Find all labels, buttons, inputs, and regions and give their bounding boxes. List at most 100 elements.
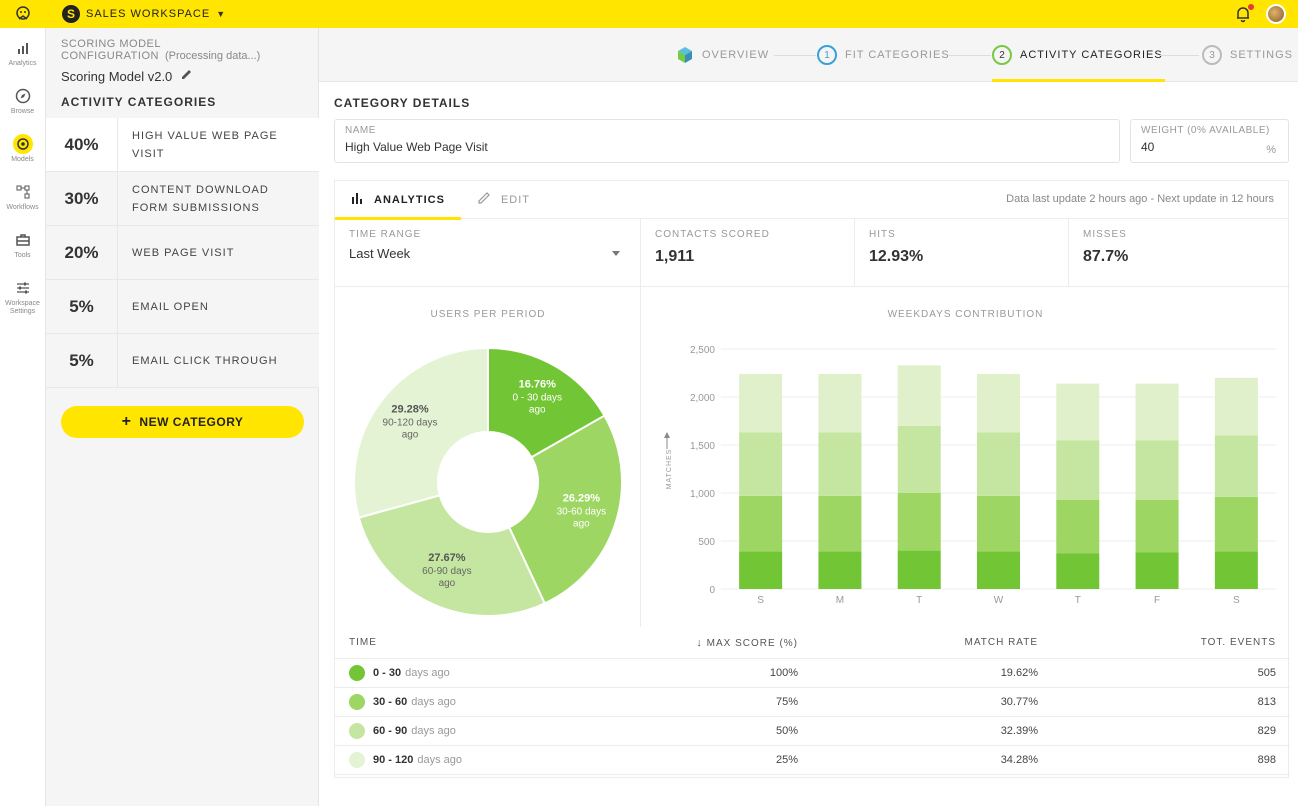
bar-segment[interactable] [739, 551, 783, 589]
rail-item-tools[interactable]: Tools [0, 230, 45, 268]
step-settings[interactable]: 3 SETTINGS [1202, 28, 1293, 82]
bar-segment[interactable] [1135, 440, 1179, 500]
rail-label: Browse [10, 108, 35, 115]
workspace-switcher[interactable]: S SALES WORKSPACE ▼ [62, 5, 225, 23]
table-header: TIME ↓ MAX SCORE (%) MATCH RATE TOT. EVE… [335, 627, 1290, 659]
column-header[interactable]: MATCH RATE [964, 637, 1038, 648]
step-label: FIT CATEGORIES [845, 49, 950, 61]
name-field[interactable]: NAME High Value Web Page Visit [334, 119, 1120, 163]
workspace-name: SALES WORKSPACE [86, 8, 211, 20]
category-item[interactable]: 40% HIGH VALUE WEB PAGE VISIT [46, 117, 319, 172]
bar-segment[interactable] [818, 551, 862, 589]
table-row[interactable]: 60 - 90 days ago 50% 32.39% 829 [335, 717, 1290, 746]
bar-segment[interactable] [739, 432, 783, 496]
bar-segment[interactable] [897, 365, 941, 426]
wizard-stepper: OVERVIEW 1 FIT CATEGORIES 2 ACTIVITY CAT… [319, 28, 1298, 82]
time-cell: 30 - 60 days ago [335, 694, 635, 710]
tab-edit[interactable]: EDIT [461, 181, 546, 219]
metric-label: CONTACTS SCORED [655, 229, 770, 240]
step-activity-categories[interactable]: 2 ACTIVITY CATEGORIES [992, 28, 1165, 82]
bar-chart-icon [351, 192, 364, 207]
sidebar-header: SCORING MODEL CONFIGURATION (Processing d… [46, 28, 318, 118]
period-swatch [349, 665, 365, 681]
bar-segment[interactable] [977, 432, 1020, 496]
match-rate-cell: 34.28% [1000, 754, 1038, 766]
bar-segment[interactable] [977, 495, 1020, 552]
weight-field[interactable]: WEIGHT (0% AVAILABLE) 40 % [1130, 119, 1289, 163]
category-item[interactable]: 5% EMAIL OPEN [46, 279, 319, 334]
step-connector [1159, 55, 1199, 56]
total-events-cell: 898 [1257, 754, 1276, 766]
rail-item-browse[interactable]: Browse [0, 86, 45, 124]
user-avatar[interactable] [1266, 4, 1286, 24]
weight-label: WEIGHT (0% AVAILABLE) [1141, 125, 1270, 136]
bar-segment[interactable] [739, 495, 783, 552]
models-icon [12, 134, 33, 154]
bar-segment[interactable] [1056, 499, 1100, 554]
bar-segment[interactable] [1135, 552, 1179, 589]
notification-bell-icon[interactable] [1234, 4, 1254, 23]
match-rate-cell: 32.39% [1000, 725, 1038, 737]
metric-value: 87.7% [1083, 248, 1129, 265]
bar-segment[interactable] [897, 550, 941, 589]
x-tick-label: S [757, 595, 764, 606]
name-label: NAME [345, 125, 376, 136]
category-item[interactable]: 30% CONTENT DOWNLOAD FORM SUBMISSIONS [46, 171, 319, 226]
weekdays-contribution-chart: WEEKDAYS CONTRIBUTION 0 500 1,000 1,500 2,00… [641, 287, 1290, 627]
step-overview[interactable]: OVERVIEW [676, 28, 769, 82]
bar-segment[interactable] [1135, 499, 1179, 553]
bar-segment[interactable] [818, 373, 862, 433]
time-cell: 0 - 30 days ago [335, 665, 635, 681]
step-connector [774, 55, 816, 56]
table-row[interactable]: 0 - 30 days ago 100% 19.62% 505 [335, 659, 1290, 688]
table-row[interactable]: 90 - 120 days ago 25% 34.28% 898 [335, 746, 1290, 775]
column-header[interactable]: TOT. EVENTS [1200, 637, 1276, 648]
pie-slice[interactable] [507, 414, 623, 605]
bar-segment[interactable] [1056, 440, 1100, 500]
bar-segment[interactable] [897, 425, 941, 493]
rail-item-analytics[interactable]: Analytics [0, 38, 45, 76]
bar-segment[interactable] [818, 495, 862, 552]
rail-item-workspace-settings[interactable]: Workspace Settings [0, 278, 45, 316]
column-header-sorted[interactable]: ↓ MAX SCORE (%) [635, 637, 798, 649]
category-item[interactable]: 5% EMAIL CLICK THROUGH [46, 333, 319, 388]
bar-segment[interactable] [1214, 377, 1258, 436]
bar-segment[interactable] [977, 373, 1020, 433]
column-header[interactable]: TIME [349, 637, 377, 648]
bar-segment[interactable] [1214, 435, 1258, 497]
pie-slice[interactable] [353, 346, 489, 519]
bar-segment[interactable] [1135, 383, 1179, 441]
pie-slice[interactable] [357, 494, 547, 617]
bar-segment[interactable] [977, 551, 1020, 589]
bar-segment[interactable] [739, 373, 783, 433]
rail-item-models[interactable]: Models [0, 134, 45, 172]
new-category-button[interactable]: + NEW CATEGORY [61, 406, 304, 438]
slice-label-line: ago [439, 578, 456, 589]
max-score-cell: 50% [775, 725, 798, 737]
tab-analytics[interactable]: ANALYTICS [335, 181, 461, 220]
step-fit-categories[interactable]: 1 FIT CATEGORIES [817, 28, 950, 82]
pencil-icon[interactable] [180, 68, 193, 84]
slice-label-line: ago [573, 519, 590, 530]
bar-segment[interactable] [1214, 496, 1258, 552]
table-row[interactable]: 30 - 60 days ago 75% 30.77% 813 [335, 688, 1290, 717]
metrics-row: TIME RANGE Last Week CONTACTS SCORED 1,9… [335, 219, 1290, 287]
pie-slice[interactable] [487, 346, 606, 459]
contacts-scored-metric: CONTACTS SCORED 1,911 [641, 219, 855, 287]
bar-segment[interactable] [818, 432, 862, 496]
period-table: TIME ↓ MAX SCORE (%) MATCH RATE TOT. EVE… [335, 627, 1290, 775]
time-range-select[interactable]: TIME RANGE Last Week [335, 219, 641, 287]
category-item[interactable]: 20% WEB PAGE VISIT [46, 225, 319, 280]
app-logo-icon[interactable] [0, 0, 46, 28]
period-range: 60 - 90 [373, 725, 408, 737]
bar-segment[interactable] [1056, 383, 1100, 441]
tab-label: EDIT [500, 193, 530, 206]
period-swatch [349, 694, 365, 710]
bar-segment[interactable] [1056, 553, 1100, 589]
bar-segment[interactable] [897, 493, 941, 551]
bar-segment[interactable] [1214, 551, 1258, 589]
stacked-bar-chart: 0 500 1,000 1,500 2,000 2,500 MATCHES S M T W T F S [664, 345, 1276, 606]
rail-item-workflows[interactable]: Workflows [0, 182, 45, 220]
metric-value: 12.93% [869, 248, 924, 265]
